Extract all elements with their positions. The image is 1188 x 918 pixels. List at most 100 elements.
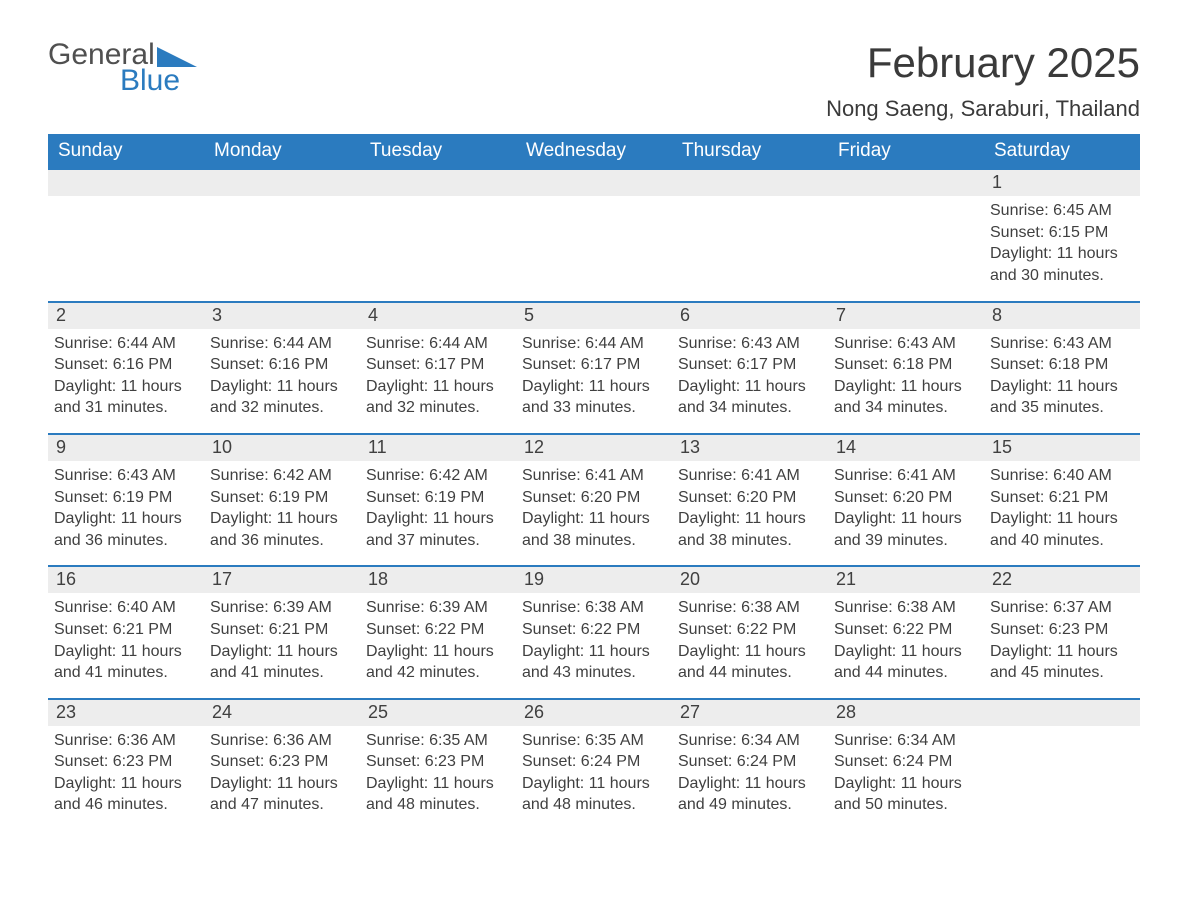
day-number: 2 xyxy=(48,303,204,329)
sunset-text: Sunset: 6:22 PM xyxy=(522,619,666,641)
day-number xyxy=(828,170,984,196)
sunset-text: Sunset: 6:21 PM xyxy=(210,619,354,641)
day-number: 17 xyxy=(204,567,360,593)
sunset-text: Sunset: 6:23 PM xyxy=(210,751,354,773)
weekday-header: Monday xyxy=(204,134,360,169)
day-details: Sunrise: 6:44 AMSunset: 6:17 PMDaylight:… xyxy=(360,329,516,433)
sunset-text: Sunset: 6:20 PM xyxy=(522,487,666,509)
daylight-text: Daylight: 11 hours and 38 minutes. xyxy=(678,508,822,551)
sunset-text: Sunset: 6:16 PM xyxy=(54,354,198,376)
sunset-text: Sunset: 6:22 PM xyxy=(366,619,510,641)
sunrise-text: Sunrise: 6:34 AM xyxy=(678,730,822,752)
calendar-cell: 5Sunrise: 6:44 AMSunset: 6:17 PMDaylight… xyxy=(516,302,672,434)
day-details: Sunrise: 6:36 AMSunset: 6:23 PMDaylight:… xyxy=(204,726,360,830)
day-number: 22 xyxy=(984,567,1140,593)
daylight-text: Daylight: 11 hours and 38 minutes. xyxy=(522,508,666,551)
sunset-text: Sunset: 6:19 PM xyxy=(210,487,354,509)
daylight-text: Daylight: 11 hours and 41 minutes. xyxy=(210,641,354,684)
sunrise-text: Sunrise: 6:40 AM xyxy=(990,465,1134,487)
calendar-cell: 20Sunrise: 6:38 AMSunset: 6:22 PMDayligh… xyxy=(672,566,828,698)
day-details: Sunrise: 6:41 AMSunset: 6:20 PMDaylight:… xyxy=(516,461,672,565)
daylight-text: Daylight: 11 hours and 44 minutes. xyxy=(678,641,822,684)
sunset-text: Sunset: 6:17 PM xyxy=(522,354,666,376)
calendar-cell: 15Sunrise: 6:40 AMSunset: 6:21 PMDayligh… xyxy=(984,434,1140,566)
sunrise-text: Sunrise: 6:37 AM xyxy=(990,597,1134,619)
sunset-text: Sunset: 6:16 PM xyxy=(210,354,354,376)
daylight-text: Daylight: 11 hours and 36 minutes. xyxy=(210,508,354,551)
day-details: Sunrise: 6:42 AMSunset: 6:19 PMDaylight:… xyxy=(360,461,516,565)
day-number: 23 xyxy=(48,700,204,726)
calendar-cell: 17Sunrise: 6:39 AMSunset: 6:21 PMDayligh… xyxy=(204,566,360,698)
calendar-cell: 3Sunrise: 6:44 AMSunset: 6:16 PMDaylight… xyxy=(204,302,360,434)
daylight-text: Daylight: 11 hours and 46 minutes. xyxy=(54,773,198,816)
calendar-cell: 14Sunrise: 6:41 AMSunset: 6:20 PMDayligh… xyxy=(828,434,984,566)
day-details: Sunrise: 6:44 AMSunset: 6:16 PMDaylight:… xyxy=(204,329,360,433)
calendar-cell: 2Sunrise: 6:44 AMSunset: 6:16 PMDaylight… xyxy=(48,302,204,434)
daylight-text: Daylight: 11 hours and 37 minutes. xyxy=(366,508,510,551)
sunrise-text: Sunrise: 6:43 AM xyxy=(678,333,822,355)
weekday-header-row: SundayMondayTuesdayWednesdayThursdayFrid… xyxy=(48,134,1140,169)
daylight-text: Daylight: 11 hours and 33 minutes. xyxy=(522,376,666,419)
day-number: 24 xyxy=(204,700,360,726)
calendar-cell: 28Sunrise: 6:34 AMSunset: 6:24 PMDayligh… xyxy=(828,699,984,830)
day-details: Sunrise: 6:41 AMSunset: 6:20 PMDaylight:… xyxy=(672,461,828,565)
calendar-cell: 16Sunrise: 6:40 AMSunset: 6:21 PMDayligh… xyxy=(48,566,204,698)
daylight-text: Daylight: 11 hours and 41 minutes. xyxy=(54,641,198,684)
day-details: Sunrise: 6:44 AMSunset: 6:17 PMDaylight:… xyxy=(516,329,672,433)
calendar-cell: 13Sunrise: 6:41 AMSunset: 6:20 PMDayligh… xyxy=(672,434,828,566)
day-number: 7 xyxy=(828,303,984,329)
day-details: Sunrise: 6:34 AMSunset: 6:24 PMDaylight:… xyxy=(672,726,828,830)
day-details: Sunrise: 6:44 AMSunset: 6:16 PMDaylight:… xyxy=(48,329,204,433)
day-details: Sunrise: 6:43 AMSunset: 6:17 PMDaylight:… xyxy=(672,329,828,433)
daylight-text: Daylight: 11 hours and 43 minutes. xyxy=(522,641,666,684)
day-details: Sunrise: 6:36 AMSunset: 6:23 PMDaylight:… xyxy=(48,726,204,830)
calendar-week: 2Sunrise: 6:44 AMSunset: 6:16 PMDaylight… xyxy=(48,302,1140,434)
calendar-cell: 23Sunrise: 6:36 AMSunset: 6:23 PMDayligh… xyxy=(48,699,204,830)
calendar-cell xyxy=(48,169,204,301)
sunset-text: Sunset: 6:18 PM xyxy=(834,354,978,376)
day-number: 10 xyxy=(204,435,360,461)
day-details: Sunrise: 6:43 AMSunset: 6:19 PMDaylight:… xyxy=(48,461,204,565)
daylight-text: Daylight: 11 hours and 34 minutes. xyxy=(678,376,822,419)
sunrise-text: Sunrise: 6:35 AM xyxy=(522,730,666,752)
sunrise-text: Sunrise: 6:42 AM xyxy=(210,465,354,487)
sunrise-text: Sunrise: 6:43 AM xyxy=(54,465,198,487)
daylight-text: Daylight: 11 hours and 44 minutes. xyxy=(834,641,978,684)
sunrise-text: Sunrise: 6:41 AM xyxy=(522,465,666,487)
sunset-text: Sunset: 6:24 PM xyxy=(834,751,978,773)
weekday-header: Saturday xyxy=(984,134,1140,169)
daylight-text: Daylight: 11 hours and 32 minutes. xyxy=(366,376,510,419)
day-details: Sunrise: 6:34 AMSunset: 6:24 PMDaylight:… xyxy=(828,726,984,830)
daylight-text: Daylight: 11 hours and 47 minutes. xyxy=(210,773,354,816)
sunset-text: Sunset: 6:18 PM xyxy=(990,354,1134,376)
day-details: Sunrise: 6:45 AMSunset: 6:15 PMDaylight:… xyxy=(984,196,1140,300)
sunrise-text: Sunrise: 6:36 AM xyxy=(54,730,198,752)
sunset-text: Sunset: 6:22 PM xyxy=(678,619,822,641)
day-number: 13 xyxy=(672,435,828,461)
sunset-text: Sunset: 6:24 PM xyxy=(522,751,666,773)
day-details: Sunrise: 6:40 AMSunset: 6:21 PMDaylight:… xyxy=(48,593,204,697)
logo-word2: Blue xyxy=(120,66,197,96)
day-details: Sunrise: 6:43 AMSunset: 6:18 PMDaylight:… xyxy=(984,329,1140,433)
day-number: 26 xyxy=(516,700,672,726)
sunrise-text: Sunrise: 6:36 AM xyxy=(210,730,354,752)
weekday-header: Sunday xyxy=(48,134,204,169)
sunrise-text: Sunrise: 6:38 AM xyxy=(522,597,666,619)
day-number: 5 xyxy=(516,303,672,329)
header: General Blue February 2025 Nong Saeng, S… xyxy=(48,40,1140,122)
sunrise-text: Sunrise: 6:42 AM xyxy=(366,465,510,487)
day-number: 8 xyxy=(984,303,1140,329)
day-number: 6 xyxy=(672,303,828,329)
calendar-week: 1Sunrise: 6:45 AMSunset: 6:15 PMDaylight… xyxy=(48,169,1140,301)
calendar-cell: 18Sunrise: 6:39 AMSunset: 6:22 PMDayligh… xyxy=(360,566,516,698)
day-number: 3 xyxy=(204,303,360,329)
calendar-week: 9Sunrise: 6:43 AMSunset: 6:19 PMDaylight… xyxy=(48,434,1140,566)
sunset-text: Sunset: 6:15 PM xyxy=(990,222,1134,244)
day-number: 14 xyxy=(828,435,984,461)
day-number: 19 xyxy=(516,567,672,593)
day-number: 9 xyxy=(48,435,204,461)
day-details: Sunrise: 6:42 AMSunset: 6:19 PMDaylight:… xyxy=(204,461,360,565)
day-details: Sunrise: 6:38 AMSunset: 6:22 PMDaylight:… xyxy=(828,593,984,697)
sunset-text: Sunset: 6:20 PM xyxy=(678,487,822,509)
day-details: Sunrise: 6:39 AMSunset: 6:22 PMDaylight:… xyxy=(360,593,516,697)
